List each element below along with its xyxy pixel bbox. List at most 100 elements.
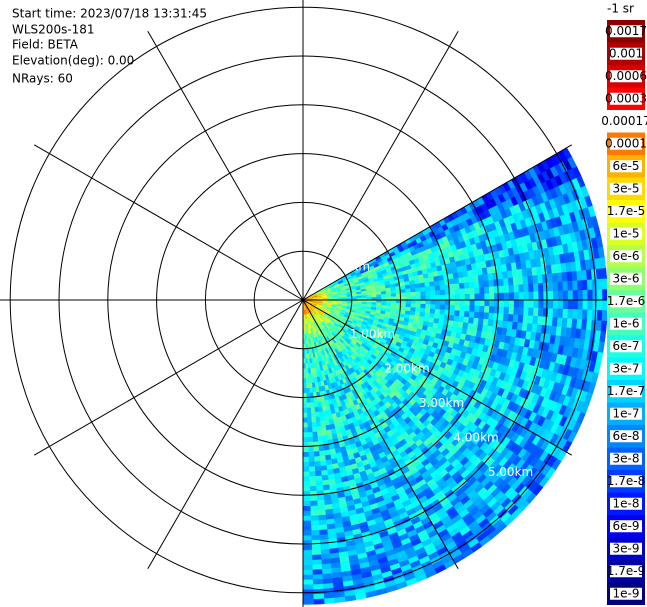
field-cell	[474, 305, 480, 313]
colorbar-label-bg	[610, 25, 642, 38]
field-cell	[311, 421, 317, 428]
field-cell	[420, 291, 426, 297]
range-label: 5.00km	[488, 465, 533, 479]
field-cell	[489, 299, 495, 307]
field-cell	[601, 278, 608, 290]
field-cell	[548, 291, 554, 301]
colorbar-label: 0.0006	[605, 69, 647, 83]
field-cell	[434, 309, 441, 315]
field-cell	[468, 311, 475, 319]
field-cell	[503, 299, 510, 308]
colorbar-label-bg	[610, 272, 642, 285]
colorbar-label: 3e-8	[613, 451, 640, 465]
colorbar-label: 3e-5	[613, 181, 640, 195]
data-field	[302, 147, 608, 605]
field-cell	[316, 500, 325, 507]
field-cell	[400, 296, 407, 301]
field-cell	[494, 292, 500, 301]
field-cell	[508, 292, 515, 301]
field-cell	[533, 291, 540, 301]
field-cell	[302, 476, 310, 482]
field-cell	[599, 331, 607, 343]
colorbar-label: 6e-9	[613, 519, 640, 533]
colorbar-label-bg	[610, 542, 642, 555]
field-cell	[430, 299, 436, 305]
field-cell	[567, 299, 574, 310]
field-cell	[562, 308, 569, 319]
field-cell	[309, 505, 318, 512]
field-cell	[582, 309, 588, 321]
field-cell	[316, 431, 323, 438]
field-cell	[503, 292, 510, 301]
field-cell	[557, 281, 564, 292]
field-cell	[302, 451, 309, 458]
field-cell	[454, 294, 461, 301]
field-cell	[488, 279, 495, 288]
field-cell	[543, 299, 549, 309]
field-cell	[477, 318, 484, 326]
field-cell	[323, 597, 336, 605]
field-cell	[542, 282, 549, 292]
field-cell	[463, 282, 470, 289]
field-cell	[533, 299, 540, 309]
field-cell	[440, 294, 446, 301]
field-cell	[410, 303, 417, 309]
field-cell	[302, 427, 308, 433]
field-cell	[439, 309, 446, 316]
colorbar-label-bg	[610, 565, 642, 578]
field-cell	[306, 397, 311, 404]
field-cell	[567, 290, 574, 301]
field-cell	[305, 383, 310, 389]
field-cell	[528, 291, 535, 301]
field-cell	[508, 285, 515, 294]
field-cell	[469, 299, 476, 307]
spoke	[302, 299, 459, 570]
field-cell	[533, 307, 539, 317]
field-cell	[307, 422, 313, 428]
field-cell	[305, 373, 309, 379]
field-cell	[376, 294, 382, 298]
field-cell	[405, 303, 412, 308]
field-cell	[538, 291, 544, 301]
field-cell	[434, 285, 441, 291]
field-cell	[302, 510, 311, 517]
field-cell	[309, 500, 318, 507]
field-cell	[484, 299, 490, 307]
field-cell	[302, 496, 311, 502]
colorbar-label: 0.0003	[605, 91, 647, 105]
spoke	[33, 299, 304, 456]
field-cell	[454, 305, 461, 312]
field-cell	[302, 550, 313, 556]
field-cell	[596, 310, 603, 322]
field-cell	[572, 299, 579, 310]
field-cell	[313, 593, 325, 600]
field-cell	[478, 312, 485, 320]
field-cell	[306, 417, 312, 423]
field-cell	[454, 288, 461, 295]
field-cell	[577, 280, 584, 291]
field-cell	[459, 288, 466, 295]
colorbar-label-bg	[610, 227, 642, 240]
field-cell	[440, 299, 446, 306]
field-cell	[425, 304, 431, 310]
field-cell	[312, 431, 318, 438]
field-cell	[479, 293, 485, 301]
field-cell	[499, 299, 505, 308]
field-cell	[312, 574, 323, 581]
field-cell	[577, 309, 584, 320]
field-cell	[489, 293, 495, 301]
field-cell	[469, 305, 476, 313]
field-cell	[488, 286, 495, 294]
field-cell	[314, 411, 320, 418]
field-cell	[311, 559, 322, 566]
field-cell	[472, 317, 480, 325]
field-cell	[439, 289, 446, 296]
field-cell	[310, 525, 320, 531]
field-cell	[302, 515, 311, 522]
field-cell	[463, 276, 470, 284]
field-cell	[390, 289, 397, 295]
field-cell	[309, 495, 318, 502]
field-cell	[305, 378, 310, 384]
field-cell	[316, 490, 324, 497]
field-cell	[419, 307, 426, 314]
